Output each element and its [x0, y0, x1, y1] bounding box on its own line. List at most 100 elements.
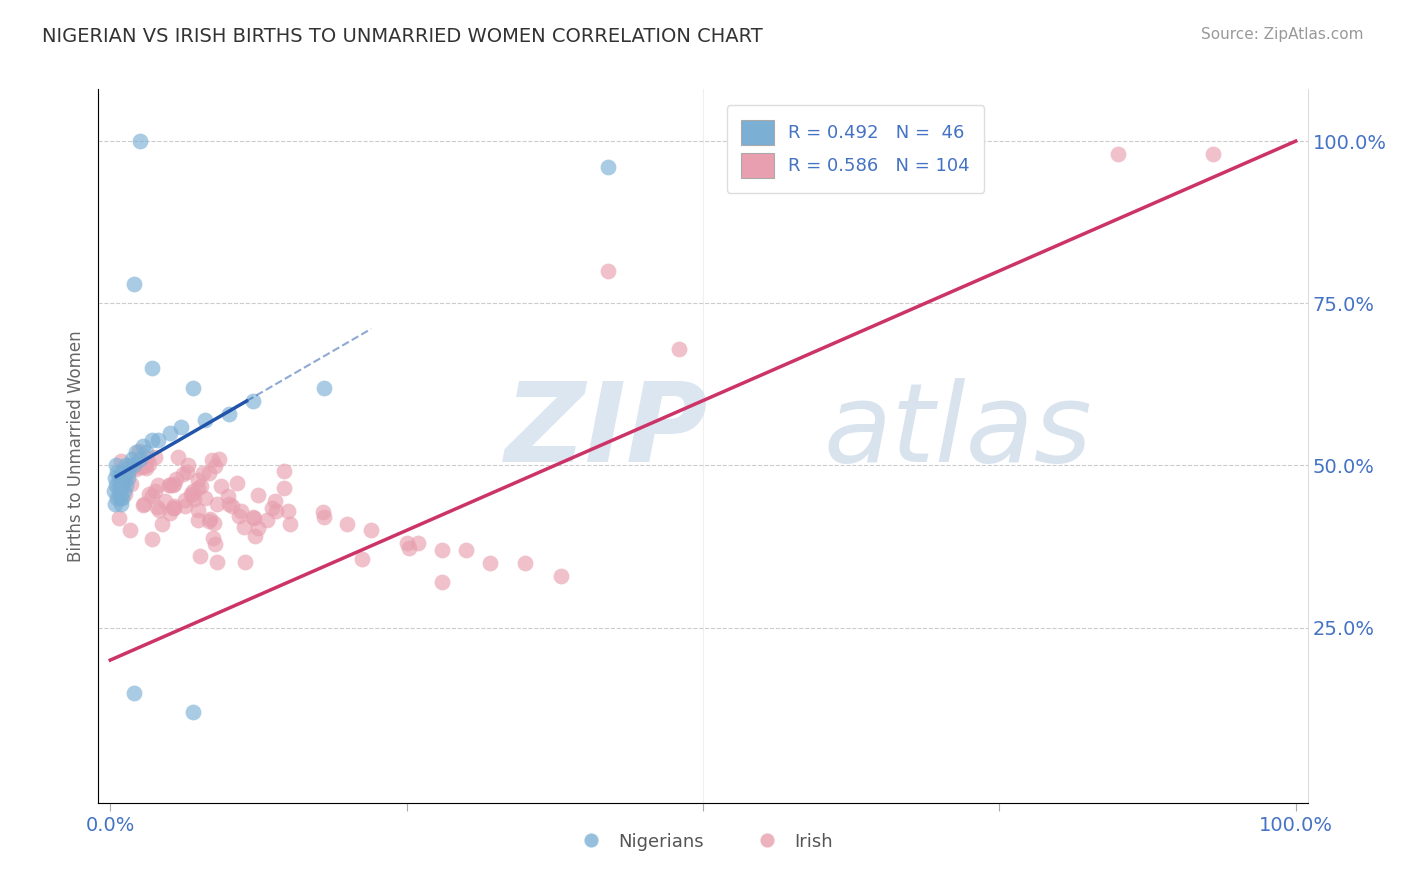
Point [233, 555, 256, 569]
Point [153, 494, 176, 508]
Point [170, 419, 193, 434]
Point [148, 503, 170, 517]
Point [163, 500, 186, 514]
Point [105, 458, 128, 473]
Point [204, 459, 226, 474]
Point [273, 481, 295, 495]
Point [141, 433, 163, 447]
Point [312, 381, 335, 395]
Point [243, 529, 266, 543]
Point [108, 511, 131, 525]
Point [668, 342, 690, 356]
Point [243, 511, 266, 525]
Point [129, 452, 152, 467]
Text: Source: ZipAtlas.com: Source: ZipAtlas.com [1201, 27, 1364, 42]
Point [180, 487, 202, 501]
Point [114, 478, 136, 492]
Point [141, 489, 163, 503]
Point [202, 531, 225, 545]
Point [141, 532, 163, 546]
Point [228, 509, 250, 524]
Point [121, 460, 143, 475]
Point [278, 517, 301, 532]
Point [181, 705, 204, 719]
Point [360, 524, 382, 538]
Point [108, 478, 131, 492]
Point [246, 521, 269, 535]
Point [598, 160, 620, 174]
Point [108, 491, 131, 505]
Point [165, 472, 187, 486]
Point [141, 361, 163, 376]
Point [247, 488, 270, 502]
Point [191, 466, 214, 480]
Point [204, 537, 226, 551]
Point [135, 445, 157, 459]
Point [114, 473, 136, 487]
Point [159, 506, 181, 520]
Point [273, 464, 295, 478]
Point [162, 500, 184, 515]
Point [114, 458, 136, 473]
Point [132, 439, 155, 453]
Point [107, 484, 129, 499]
Point [122, 277, 145, 291]
Point [187, 481, 209, 495]
Point [194, 491, 217, 505]
Point [264, 493, 287, 508]
Point [134, 458, 156, 473]
Point [167, 450, 190, 464]
Point [256, 513, 278, 527]
Point [205, 555, 228, 569]
Point [336, 516, 359, 531]
Point [103, 484, 125, 499]
Point [134, 461, 156, 475]
Point [121, 452, 143, 467]
Point [226, 475, 249, 490]
Point [105, 491, 128, 505]
Point [395, 536, 418, 550]
Point [432, 542, 454, 557]
Point [159, 425, 181, 440]
Point [190, 479, 212, 493]
Point [110, 497, 132, 511]
Point [197, 514, 219, 528]
Point [177, 458, 200, 472]
Point [159, 478, 181, 492]
Point [132, 498, 155, 512]
Point [218, 407, 240, 421]
Point [398, 541, 420, 555]
Point [162, 501, 184, 516]
Point [550, 568, 572, 582]
Point [104, 497, 127, 511]
Point [200, 453, 222, 467]
Point [232, 519, 254, 533]
Point [188, 549, 211, 563]
Text: ZIP: ZIP [505, 378, 709, 485]
Point [162, 477, 184, 491]
Text: atlas: atlas [824, 378, 1092, 485]
Point [114, 487, 136, 501]
Point [138, 458, 160, 472]
Point [104, 471, 127, 485]
Point [120, 476, 142, 491]
Text: NIGERIAN VS IRISH BIRTHS TO UNMARRIED WOMEN CORRELATION CHART: NIGERIAN VS IRISH BIRTHS TO UNMARRIED WO… [42, 27, 763, 45]
Point [173, 493, 195, 508]
Point [146, 500, 169, 515]
Legend: Nigerians, Irish: Nigerians, Irish [567, 826, 839, 858]
Point [114, 484, 136, 499]
Point [194, 413, 217, 427]
Point [150, 517, 173, 532]
Point [110, 453, 132, 467]
Point [242, 510, 264, 524]
Point [138, 487, 160, 501]
Point [430, 574, 453, 589]
Point [122, 458, 145, 473]
Point [122, 685, 145, 699]
Point [312, 510, 335, 524]
Point [187, 503, 209, 517]
Point [187, 513, 209, 527]
Point [312, 505, 335, 519]
Point [277, 504, 299, 518]
Point [218, 497, 240, 511]
